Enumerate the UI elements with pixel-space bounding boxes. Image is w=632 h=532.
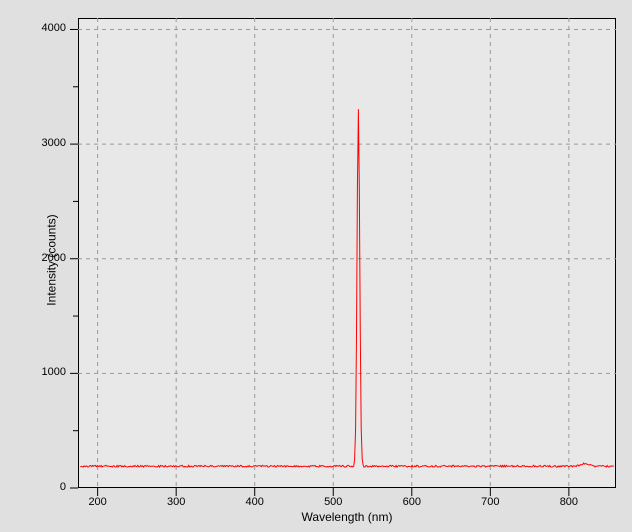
x-tick-label: 400 (235, 496, 275, 508)
x-tick-label: 600 (392, 496, 432, 508)
y-tick-label: 0 (60, 481, 66, 493)
x-tick-label: 800 (549, 496, 589, 508)
x-tick-label: 300 (156, 496, 196, 508)
x-tick-label: 700 (470, 496, 510, 508)
y-tick-label: 1000 (42, 366, 66, 378)
y-tick-label: 2000 (42, 252, 66, 264)
spectrum-chart: Intensity (counts) Wavelength (nm) 01000… (0, 0, 632, 532)
y-tick-label: 4000 (42, 22, 66, 34)
plot-svg (0, 0, 632, 532)
y-tick-label: 3000 (42, 137, 66, 149)
x-tick-label: 200 (78, 496, 118, 508)
x-tick-label: 500 (313, 496, 353, 508)
